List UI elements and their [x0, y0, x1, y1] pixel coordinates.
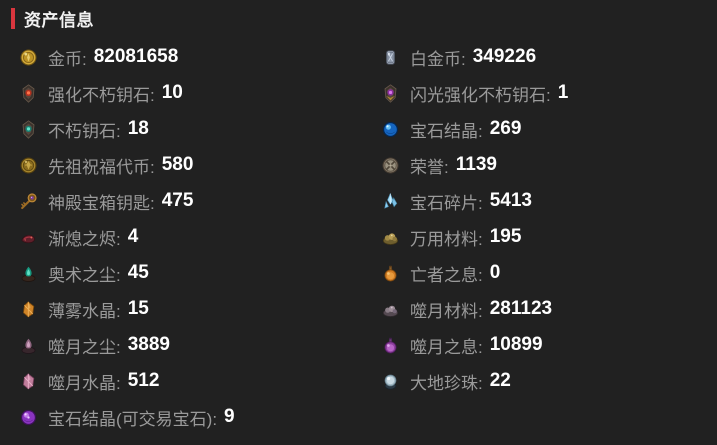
- asset-label: 荣誉:: [410, 157, 449, 177]
- asset-column-right: 白金币: 349226 闪光强化不朽钥石: 1 宝石结晶: 269 荣誉: 11…: [381, 39, 568, 399]
- honor-medal-icon: [381, 156, 400, 175]
- accent-bar: [11, 8, 15, 29]
- tradable-gem-crystal-icon: [19, 408, 38, 427]
- asset-value: 0: [489, 262, 501, 283]
- fading-ember-icon: [19, 228, 38, 247]
- immortal-keystone-icon: [19, 119, 38, 139]
- ancestor-blessing-token-icon: [19, 156, 38, 175]
- asset-row: 荣誉: 1139: [381, 147, 568, 183]
- moon-material-icon: [381, 300, 400, 319]
- asset-value: 10: [161, 82, 183, 103]
- moon-breath-flask-icon: [381, 336, 400, 355]
- asset-row: 噬月之息: 10899: [381, 327, 568, 363]
- moon-dust-icon: [19, 336, 38, 355]
- asset-label: 金币:: [48, 49, 87, 69]
- asset-row: 奥术之尘: 45: [19, 255, 235, 291]
- asset-value: 18: [127, 118, 149, 139]
- asset-label: 宝石结晶(可交易宝石):: [48, 409, 218, 429]
- asset-value: 580: [161, 154, 194, 175]
- moon-crystal-icon: [19, 372, 38, 391]
- page-title: 资产信息: [24, 11, 94, 30]
- asset-row: 强化不朽钥石: 10: [19, 75, 235, 111]
- asset-row: 神殿宝箱钥匙: 475: [19, 183, 235, 219]
- asset-row: 渐熄之烬: 4: [19, 219, 235, 255]
- arcane-dust-icon: [19, 264, 38, 283]
- asset-value: 15: [127, 298, 149, 319]
- asset-value: 10899: [489, 334, 543, 355]
- asset-value: 512: [127, 370, 160, 391]
- asset-row: 噬月水晶: 512: [19, 363, 235, 399]
- asset-label: 宝石结晶:: [410, 121, 483, 141]
- asset-row: 噬月之尘: 3889: [19, 327, 235, 363]
- asset-label: 万用材料:: [410, 229, 483, 249]
- asset-label: 神殿宝箱钥匙:: [48, 193, 155, 213]
- asset-value: 4: [127, 226, 139, 247]
- mist-crystal-icon: [19, 300, 38, 319]
- asset-value: 269: [489, 118, 522, 139]
- asset-label: 亡者之息:: [410, 265, 483, 285]
- asset-label: 闪光强化不朽钥石:: [410, 85, 551, 105]
- gold-coin-icon: [19, 48, 38, 67]
- enhanced-immortal-keystone-icon: [19, 83, 38, 103]
- asset-row: 宝石结晶(可交易宝石): 9: [19, 399, 235, 435]
- asset-value: 3889: [127, 334, 171, 355]
- gem-crystal-orb-icon: [381, 120, 400, 139]
- asset-value: 82081658: [93, 46, 179, 67]
- asset-label: 白金币:: [410, 49, 466, 69]
- asset-row: 不朽钥石: 18: [19, 111, 235, 147]
- asset-value: 22: [489, 370, 511, 391]
- temple-chest-key-icon: [19, 192, 38, 211]
- asset-value: 349226: [472, 46, 537, 67]
- universal-material-icon: [381, 228, 400, 247]
- asset-label: 薄雾水晶:: [48, 301, 121, 321]
- earth-pearl-icon: [381, 372, 400, 391]
- asset-label: 宝石碎片:: [410, 193, 483, 213]
- asset-row: 闪光强化不朽钥石: 1: [381, 75, 568, 111]
- asset-row: 噬月材料: 281123: [381, 291, 568, 327]
- asset-label: 噬月之尘:: [48, 337, 121, 357]
- asset-row: 宝石碎片: 5413: [381, 183, 568, 219]
- asset-label: 大地珍珠:: [410, 373, 483, 393]
- asset-label: 噬月材料:: [410, 301, 483, 321]
- asset-row: 薄雾水晶: 15: [19, 291, 235, 327]
- platinum-coin-icon: [381, 48, 400, 67]
- panel-header: 资产信息: [11, 6, 94, 31]
- asset-value: 475: [161, 190, 194, 211]
- asset-value: 1139: [455, 154, 497, 175]
- asset-row: 金币: 82081658: [19, 39, 235, 75]
- asset-value: 195: [489, 226, 522, 247]
- asset-value: 45: [127, 262, 149, 283]
- asset-label: 先祖祝福代币:: [48, 157, 155, 177]
- dead-breath-flask-icon: [381, 264, 400, 283]
- asset-row: 白金币: 349226: [381, 39, 568, 75]
- asset-value: 9: [224, 406, 235, 427]
- asset-value: 5413: [489, 190, 533, 211]
- asset-row: 大地珍珠: 22: [381, 363, 568, 399]
- asset-row: 亡者之息: 0: [381, 255, 568, 291]
- asset-label: 不朽钥石:: [48, 121, 121, 141]
- asset-row: 万用材料: 195: [381, 219, 568, 255]
- asset-label: 噬月水晶:: [48, 373, 121, 393]
- asset-label: 噬月之息:: [410, 337, 483, 357]
- asset-value: 281123: [489, 298, 553, 319]
- asset-row: 先祖祝福代币: 580: [19, 147, 235, 183]
- asset-row: 宝石结晶: 269: [381, 111, 568, 147]
- asset-label: 奥术之尘:: [48, 265, 121, 285]
- asset-value: 1: [557, 82, 569, 103]
- gem-shard-icon: [381, 192, 400, 211]
- asset-column-left: 金币: 82081658 强化不朽钥石: 10 不朽钥石: 18 先祖祝福代币:…: [19, 39, 235, 435]
- asset-label: 渐熄之烬:: [48, 229, 121, 249]
- flash-enhanced-immortal-keystone-icon: [381, 83, 400, 103]
- asset-label: 强化不朽钥石:: [48, 85, 155, 105]
